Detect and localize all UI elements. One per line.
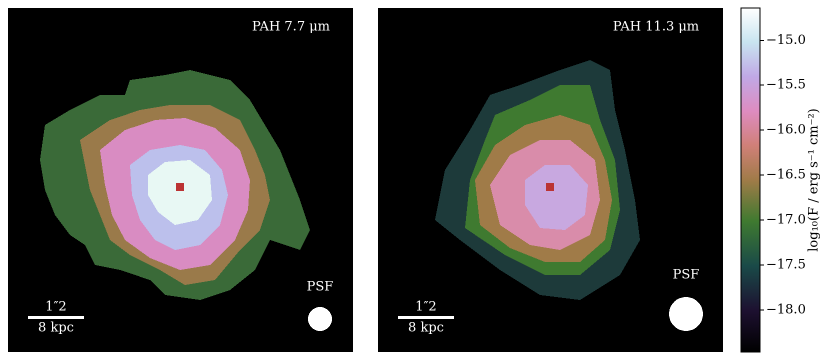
center-marker bbox=[176, 183, 184, 191]
psf-beam bbox=[669, 297, 703, 331]
scale-angle: 1″2 bbox=[45, 300, 66, 315]
colorbar-tick-label: −15.0 bbox=[766, 33, 806, 48]
colorbar-tick-label: −17.0 bbox=[766, 212, 806, 227]
emission-map bbox=[435, 60, 640, 300]
psf-label: PSF bbox=[673, 268, 700, 283]
scale-angle: 1″2 bbox=[415, 300, 436, 315]
colorbar-tick-label: −18.0 bbox=[766, 302, 806, 317]
psf-label: PSF bbox=[307, 280, 334, 295]
panel-title: PAH 7.7 μm bbox=[252, 20, 330, 35]
scale-bar bbox=[398, 316, 454, 319]
panel-title: PAH 11.3 μm bbox=[613, 20, 699, 35]
scale-bar bbox=[28, 316, 84, 319]
scale-distance: 8 kpc bbox=[408, 321, 444, 336]
colorbar-tick-label: −16.5 bbox=[766, 168, 806, 183]
colorbar-tick-label: −16.0 bbox=[766, 123, 806, 138]
psf-beam bbox=[308, 307, 332, 331]
colorbar-tick-label: −17.5 bbox=[766, 257, 806, 272]
colorbar-tick-label: −15.5 bbox=[766, 78, 806, 93]
colorbar-label: log₁₀(F / erg s⁻¹ cm⁻²) bbox=[807, 108, 822, 251]
center-marker bbox=[546, 183, 554, 191]
emission-map bbox=[40, 70, 310, 300]
colorbar bbox=[740, 7, 761, 353]
scale-distance: 8 kpc bbox=[38, 321, 74, 336]
